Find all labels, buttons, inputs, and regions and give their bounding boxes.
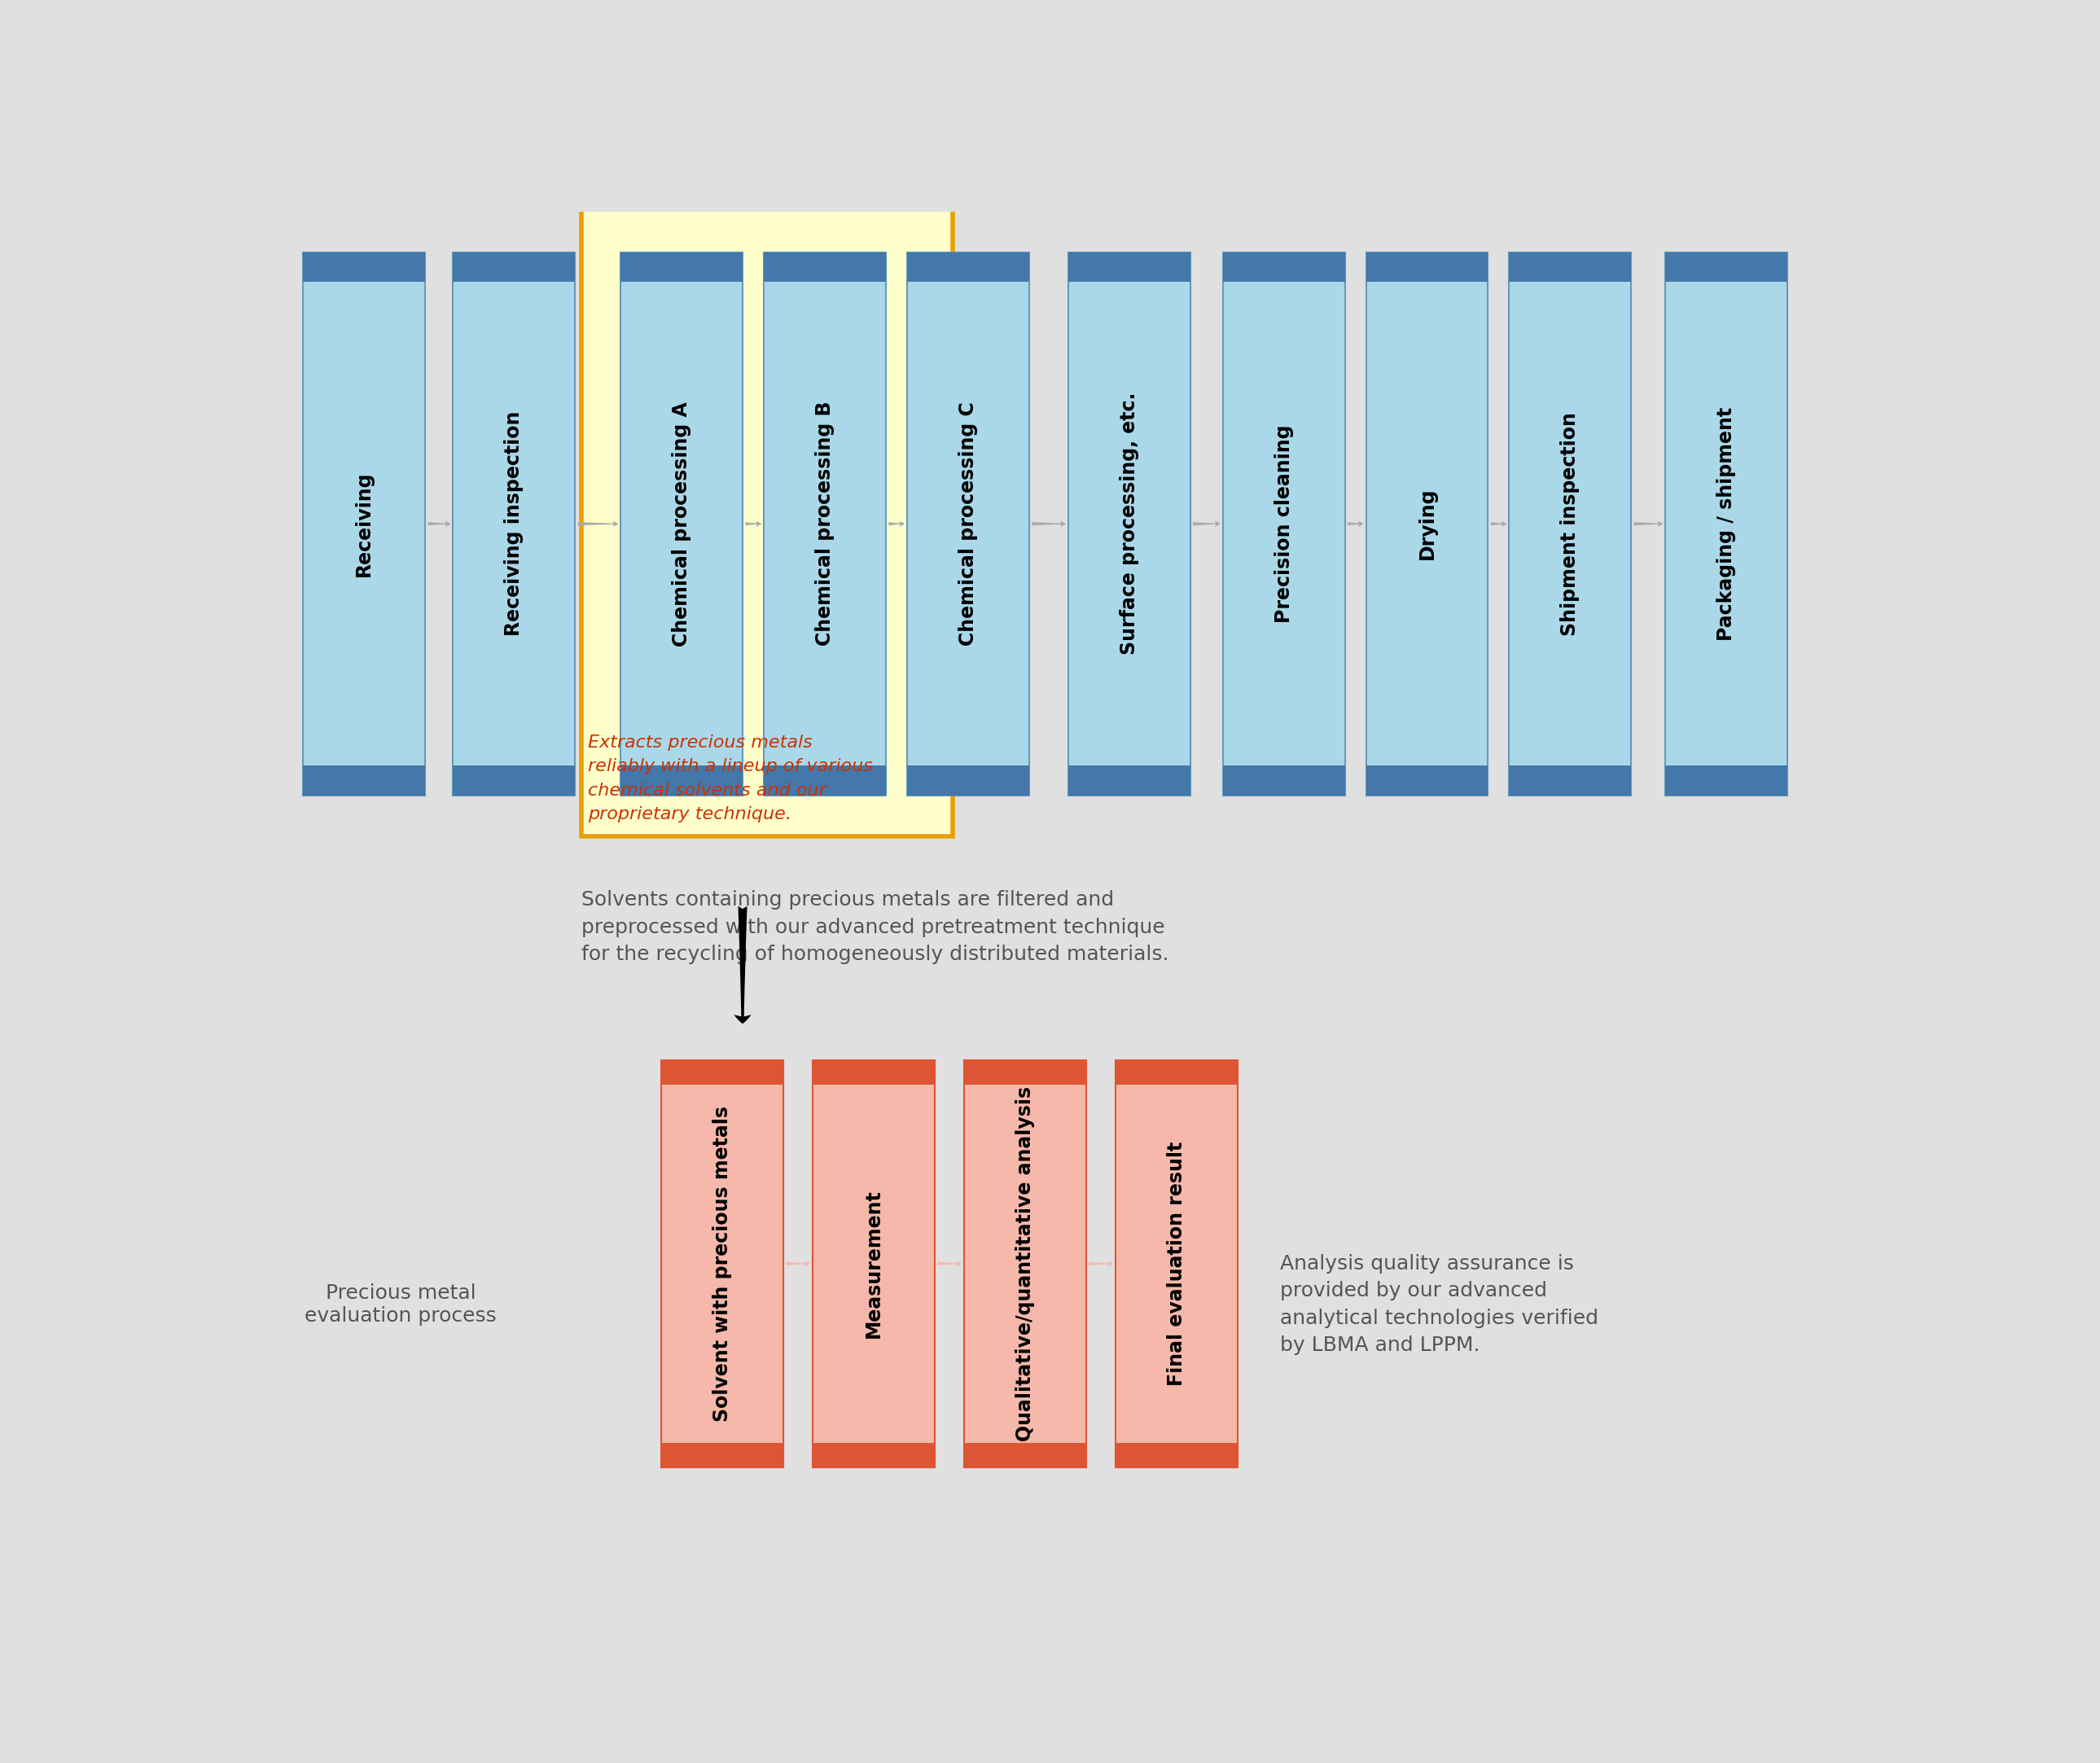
FancyBboxPatch shape — [1665, 252, 1787, 795]
Text: Chemical processing C: Chemical processing C — [958, 402, 979, 645]
Text: Qualitative/quantitative analysis: Qualitative/quantitative analysis — [1014, 1086, 1035, 1440]
FancyBboxPatch shape — [1510, 765, 1632, 795]
Text: Precision cleaning: Precision cleaning — [1275, 425, 1294, 622]
Text: Extracts precious metals
reliably with a lineup of various
chemical solvents and: Extracts precious metals reliably with a… — [588, 733, 874, 823]
FancyBboxPatch shape — [1665, 765, 1787, 795]
FancyBboxPatch shape — [454, 252, 575, 795]
FancyBboxPatch shape — [1222, 252, 1344, 795]
FancyBboxPatch shape — [622, 765, 743, 795]
FancyBboxPatch shape — [764, 765, 886, 795]
FancyBboxPatch shape — [302, 252, 424, 795]
FancyBboxPatch shape — [813, 1060, 934, 1084]
FancyBboxPatch shape — [1510, 252, 1632, 795]
FancyBboxPatch shape — [813, 1442, 934, 1467]
Text: Drying: Drying — [1418, 488, 1436, 561]
Text: Chemical processing A: Chemical processing A — [672, 402, 691, 647]
Text: Shipment inspection: Shipment inspection — [1560, 413, 1579, 636]
FancyBboxPatch shape — [1365, 252, 1489, 282]
FancyBboxPatch shape — [582, 157, 953, 836]
FancyBboxPatch shape — [302, 765, 424, 795]
FancyBboxPatch shape — [1115, 1060, 1237, 1084]
Text: Packaging / shipment: Packaging / shipment — [1716, 407, 1737, 640]
FancyBboxPatch shape — [302, 252, 424, 282]
FancyBboxPatch shape — [764, 252, 886, 282]
Text: Solvent with precious metals: Solvent with precious metals — [712, 1105, 733, 1421]
Text: Receiving inspection: Receiving inspection — [504, 411, 523, 636]
FancyBboxPatch shape — [764, 252, 886, 795]
Text: Chemical processing B: Chemical processing B — [815, 402, 834, 645]
FancyBboxPatch shape — [662, 1060, 783, 1084]
FancyBboxPatch shape — [622, 252, 743, 282]
FancyBboxPatch shape — [662, 1060, 783, 1467]
FancyBboxPatch shape — [1069, 252, 1191, 795]
Text: Solvents containing precious metals are filtered and
preprocessed with our advan: Solvents containing precious metals are … — [582, 890, 1170, 964]
FancyBboxPatch shape — [964, 1442, 1086, 1467]
FancyBboxPatch shape — [1665, 252, 1787, 282]
FancyBboxPatch shape — [907, 252, 1029, 282]
FancyBboxPatch shape — [1222, 252, 1344, 282]
FancyBboxPatch shape — [1069, 252, 1191, 282]
FancyBboxPatch shape — [622, 252, 743, 795]
Text: Final evaluation result: Final evaluation result — [1168, 1141, 1186, 1386]
FancyBboxPatch shape — [1365, 252, 1489, 795]
FancyBboxPatch shape — [813, 1060, 934, 1467]
Text: Measurement: Measurement — [863, 1190, 884, 1338]
FancyBboxPatch shape — [1115, 1060, 1237, 1467]
FancyBboxPatch shape — [1510, 252, 1632, 282]
FancyBboxPatch shape — [454, 252, 575, 282]
FancyBboxPatch shape — [964, 1060, 1086, 1467]
FancyBboxPatch shape — [1115, 1442, 1237, 1467]
Text: Precious metal
evaluation process: Precious metal evaluation process — [304, 1283, 498, 1326]
Text: Analysis quality assurance is
provided by our advanced
analytical technologies v: Analysis quality assurance is provided b… — [1279, 1253, 1598, 1356]
FancyBboxPatch shape — [1365, 765, 1489, 795]
FancyBboxPatch shape — [454, 765, 575, 795]
FancyBboxPatch shape — [964, 1060, 1086, 1084]
FancyBboxPatch shape — [662, 1442, 783, 1467]
FancyBboxPatch shape — [1222, 765, 1344, 795]
FancyBboxPatch shape — [1069, 765, 1191, 795]
Text: Surface processing, etc.: Surface processing, etc. — [1119, 393, 1138, 656]
Text: Receiving: Receiving — [355, 471, 374, 577]
FancyBboxPatch shape — [907, 252, 1029, 795]
FancyBboxPatch shape — [907, 765, 1029, 795]
